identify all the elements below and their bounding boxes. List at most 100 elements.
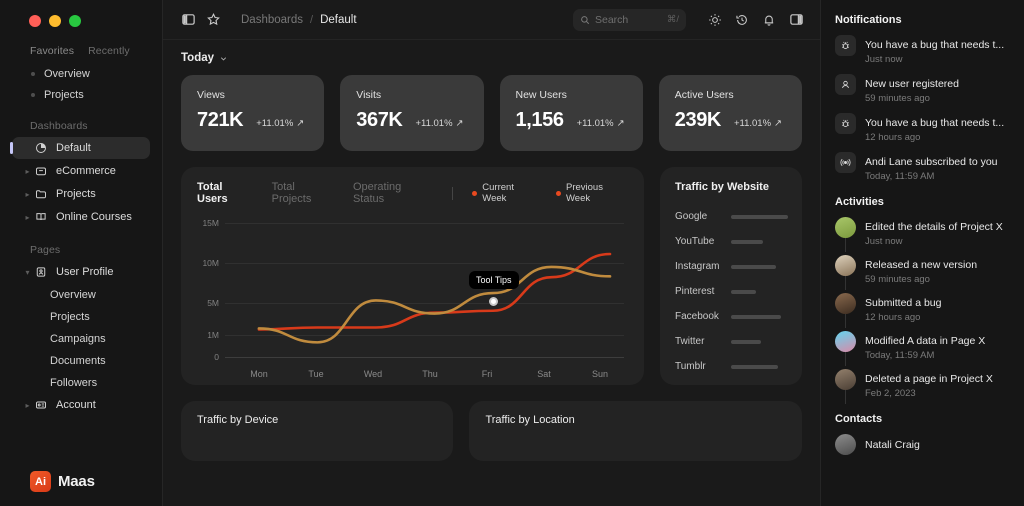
activity-text-wrap: Edited the details of Project X Just now [865, 217, 1003, 247]
tab-recently[interactable]: Recently [88, 45, 130, 57]
sidebar-item-default[interactable]: Default [10, 137, 150, 159]
notification-item[interactable]: You have a bug that needs t... Just now [835, 35, 1010, 65]
breadcrumb-parent[interactable]: Dashboards [241, 13, 304, 26]
activity-item[interactable]: Released a new version 59 minutes ago [835, 255, 1010, 290]
sidebar-subitem-documents[interactable]: Documents [50, 355, 106, 367]
period-selector[interactable]: Today [181, 52, 802, 64]
traffic-bar [731, 289, 756, 294]
tab-total-projects[interactable]: Total Projects [271, 181, 312, 205]
stat-card-delta: +11.01% ↗ [577, 118, 625, 129]
traffic-site-label: Pinterest [675, 286, 715, 297]
contact-item[interactable]: Natali Craig [835, 434, 1010, 455]
traffic-bar [731, 239, 763, 244]
traffic-by-website-panel: Traffic by Website Google YouTube Instag… [660, 167, 802, 385]
chevron-right-icon: ▸ [25, 166, 30, 176]
sidebar-item-user-profile[interactable]: ▾ User Profile [12, 261, 150, 283]
notification-item[interactable]: New user registered 59 minutes ago [835, 74, 1010, 104]
legend-previous-week: Previous Week [556, 182, 628, 204]
search-input[interactable]: Search ⌘/ [573, 8, 686, 31]
sun-icon[interactable] [708, 13, 722, 27]
tab-total-users[interactable]: Total Users [197, 181, 228, 205]
chevron-right-icon: ▸ [25, 212, 30, 222]
sidebar-subitem-campaigns[interactable]: Campaigns [50, 333, 106, 345]
avatar [835, 255, 856, 276]
chart-tooltip-marker[interactable] [489, 297, 498, 306]
traffic-row[interactable]: Facebook [675, 304, 788, 329]
sidebar-subitem-projects[interactable]: Projects [50, 311, 90, 323]
breadcrumb-current[interactable]: Default [320, 13, 357, 26]
panel-left-icon[interactable] [181, 12, 196, 27]
activity-text: Released a new version [865, 259, 978, 271]
stat-card-value: 721K [197, 109, 244, 131]
traffic-row[interactable]: Pinterest [675, 279, 788, 304]
sidebar-item-ecommerce[interactable]: ▸ eCommerce [12, 160, 150, 182]
star-icon[interactable] [206, 12, 221, 27]
minimize-window-button[interactable] [49, 15, 61, 27]
topbar-actions [708, 12, 804, 27]
id-card-icon [33, 266, 49, 278]
notification-item[interactable]: Andi Lane subscribed to you Today, 11:59… [835, 152, 1010, 182]
broadcast-icon [835, 152, 856, 173]
bullet-icon [31, 71, 35, 76]
traffic-row[interactable]: Google [675, 204, 788, 229]
traffic-site-label: Facebook [675, 311, 719, 322]
bottom-panels-row: Traffic by Device Traffic by Location [181, 401, 802, 461]
notification-time: 12 hours ago [865, 132, 921, 143]
search-placeholder: Search [595, 13, 629, 26]
stat-card-new-users[interactable]: New Users 1,156 +11.01% ↗ [499, 75, 643, 151]
bell-icon[interactable] [762, 13, 776, 27]
divider [452, 186, 454, 200]
line-current-week [257, 265, 612, 344]
bug-icon [835, 113, 856, 134]
x-tick-label: Sun [591, 369, 609, 379]
notifications-title: Notifications [835, 14, 902, 26]
stat-card-active-users[interactable]: Active Users 239K +11.01% ↗ [658, 75, 802, 151]
maximize-window-button[interactable] [69, 15, 81, 27]
activity-time: Today, 11:59 AM [865, 350, 935, 361]
tab-operating-status[interactable]: Operating Status [352, 181, 402, 205]
stat-card-visits[interactable]: Visits 367K +11.01% ↗ [340, 75, 484, 151]
right-panel: Notifications You have a bug that needs … [820, 0, 1024, 506]
sidebar-item-overview[interactable]: Overview [12, 63, 150, 84]
favorites-list: Overview Projects [12, 59, 150, 105]
sidebar-item-label: Default [56, 142, 91, 154]
sidebar-item-projects-dash[interactable]: ▸ Projects [12, 183, 150, 205]
legend-label: Previous Week [566, 182, 603, 204]
avatar [835, 217, 856, 238]
activity-text-wrap: Modified A data in Page X Today, 11:59 A… [865, 331, 985, 361]
stat-card-title: Views [197, 89, 225, 101]
sidebar-item-online-courses[interactable]: ▸ Online Courses [12, 206, 150, 228]
activity-item[interactable]: Submitted a bug 12 hours ago [835, 293, 1010, 328]
gridline [225, 263, 624, 264]
traffic-by-location-panel: Traffic by Location [469, 401, 802, 461]
sidebar-subitem-followers[interactable]: Followers [50, 377, 98, 389]
main-content: Today Views 721K +11.01% ↗ [163, 40, 820, 506]
account-icon [33, 399, 49, 411]
sidebar-item-account[interactable]: ▸ Account [12, 394, 150, 416]
traffic-row[interactable]: Instagram [675, 254, 788, 279]
total-users-chart-panel: Total Users Total Projects Operating Sta… [181, 167, 644, 385]
sidebar-item-projects[interactable]: Projects [12, 84, 150, 105]
stat-card-row: 1,156 +11.01% ↗ [516, 109, 627, 132]
traffic-bar [731, 364, 778, 369]
activity-item[interactable]: Modified A data in Page X Today, 11:59 A… [835, 331, 1010, 366]
sidebar-subitem-overview[interactable]: Overview [50, 289, 96, 301]
panel-right-icon[interactable] [789, 12, 804, 27]
tab-favorites[interactable]: Favorites [30, 45, 75, 57]
traffic-site-label: Twitter [675, 336, 705, 347]
legend-current-week: Current Week [472, 182, 539, 204]
traffic-bar [731, 339, 761, 344]
activity-item[interactable]: Edited the details of Project X Just now [835, 217, 1010, 252]
traffic-row[interactable]: Twitter [675, 329, 788, 354]
app-logo[interactable]: Ai Maas [0, 471, 163, 506]
folder-icon [33, 188, 49, 200]
history-icon[interactable] [735, 13, 749, 27]
traffic-row[interactable]: YouTube [675, 229, 788, 254]
delta-text: +11.01% [576, 118, 614, 129]
sidebar-item-label: Online Courses [56, 211, 132, 223]
notification-item[interactable]: You have a bug that needs t... 12 hours … [835, 113, 1010, 143]
close-window-button[interactable] [29, 15, 41, 27]
activity-item[interactable]: Deleted a page in Project X Feb 2, 2023 [835, 369, 1010, 404]
stat-card-views[interactable]: Views 721K +11.01% ↗ [181, 75, 325, 151]
traffic-row[interactable]: Tumblr [675, 354, 788, 379]
